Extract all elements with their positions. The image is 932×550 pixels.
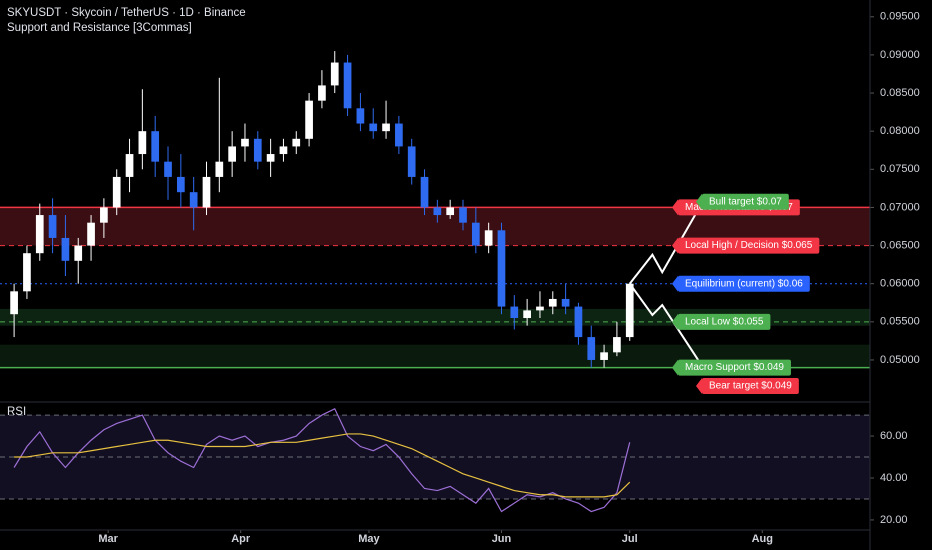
level-label: Bear target $0.049 xyxy=(709,381,792,392)
label-pointer xyxy=(672,199,678,216)
candle-body xyxy=(189,192,198,208)
y-tick-label: 0.09000 xyxy=(880,49,920,61)
candle-body xyxy=(23,253,31,292)
candle-body xyxy=(600,352,608,360)
candle-body xyxy=(356,108,365,124)
label-pointer xyxy=(696,193,702,210)
label-pointer xyxy=(672,359,678,376)
candle-body xyxy=(202,176,211,208)
label-box xyxy=(678,275,810,292)
y-tick-label: 0.05000 xyxy=(880,354,920,366)
projection-line xyxy=(628,283,699,361)
candle-body xyxy=(176,176,185,193)
level-label: Local High / Decision $0.065 xyxy=(685,240,813,251)
candle-body xyxy=(395,123,403,147)
label-box xyxy=(678,237,820,254)
level-label: Equilibrium (current) $0.06 xyxy=(685,278,803,289)
y-tick-label: 0.09500 xyxy=(880,11,920,23)
candle-body xyxy=(61,237,70,261)
candle-body xyxy=(536,306,544,311)
candle-body xyxy=(164,161,172,177)
candle-body xyxy=(433,207,442,216)
candle-body xyxy=(343,62,352,109)
candle-body xyxy=(87,222,95,246)
label-box xyxy=(678,313,771,330)
rsi-title: RSI xyxy=(7,406,26,418)
candle-body xyxy=(100,207,108,223)
y-tick-label: 0.07500 xyxy=(880,163,920,175)
candle-body xyxy=(369,123,378,132)
label-pointer xyxy=(696,377,702,394)
x-tick-label: Jun xyxy=(492,533,512,545)
candle-body xyxy=(292,138,301,147)
rsi-line xyxy=(13,407,631,513)
candle-body xyxy=(613,337,621,353)
level-label: Bull target $0.07 xyxy=(709,196,782,207)
candle-body xyxy=(330,62,339,86)
candle-body xyxy=(471,222,480,246)
label-box xyxy=(678,359,791,376)
candle-body xyxy=(497,230,506,307)
x-tick-label: Jul xyxy=(622,533,638,545)
candle-body xyxy=(10,291,18,315)
candle-body xyxy=(561,298,570,307)
candle-body xyxy=(523,310,531,319)
y-tick-label: 60.00 xyxy=(880,430,908,442)
candle-body xyxy=(35,215,44,254)
y-tick-label: 0.08000 xyxy=(880,125,920,137)
candle-body xyxy=(459,207,467,223)
x-tick-label: May xyxy=(358,533,380,545)
label-box xyxy=(702,193,789,210)
y-tick-label: 0.06500 xyxy=(880,239,920,251)
candle-body xyxy=(125,154,134,177)
candle-body xyxy=(138,131,147,155)
chart-title: SKYUSDT · Skycoin / TetherUS · 1D · Bina… xyxy=(7,7,246,19)
candle-body xyxy=(318,85,326,101)
candle-body xyxy=(112,176,121,208)
label-pointer xyxy=(672,275,678,292)
y-tick-label: 40.00 xyxy=(880,472,908,484)
zone xyxy=(0,344,870,368)
candle-body xyxy=(625,283,634,338)
level-label: Local Low $0.055 xyxy=(685,316,764,327)
candle-body xyxy=(48,215,57,238)
y-tick-label: 0.05500 xyxy=(880,316,920,328)
candle-body xyxy=(548,298,557,307)
candle-body xyxy=(510,306,519,319)
candle-body xyxy=(587,337,596,360)
y-tick-label: 20.00 xyxy=(880,514,908,526)
candle-body xyxy=(382,123,390,132)
y-tick-label: 0.07000 xyxy=(880,201,920,213)
candle-body xyxy=(574,306,583,338)
candle-body xyxy=(279,146,288,155)
candle-body xyxy=(215,161,224,177)
candle-body xyxy=(151,131,160,162)
x-tick-label: Apr xyxy=(231,533,251,545)
candle-body xyxy=(484,230,493,246)
y-tick-label: 0.08500 xyxy=(880,87,920,99)
x-tick-label: Mar xyxy=(98,533,118,545)
x-tick-label: Aug xyxy=(752,533,773,545)
chart-subtitle: Support and Resistance [3Commas] xyxy=(7,22,192,34)
rsi-line xyxy=(14,433,631,498)
label-box xyxy=(702,377,799,394)
candle-body xyxy=(407,146,416,177)
y-tick-label: 0.06000 xyxy=(880,278,920,290)
candle-body xyxy=(305,100,313,139)
candle-body xyxy=(266,154,275,162)
level-label: Macro Support $0.049 xyxy=(685,362,784,373)
label-pointer xyxy=(672,237,678,254)
candle-body xyxy=(420,176,429,208)
candle-body xyxy=(253,138,262,162)
candle-body xyxy=(74,245,83,261)
candle-body xyxy=(241,138,249,147)
candle-body xyxy=(446,207,455,216)
label-pointer xyxy=(672,313,678,330)
candle-body xyxy=(228,146,236,162)
